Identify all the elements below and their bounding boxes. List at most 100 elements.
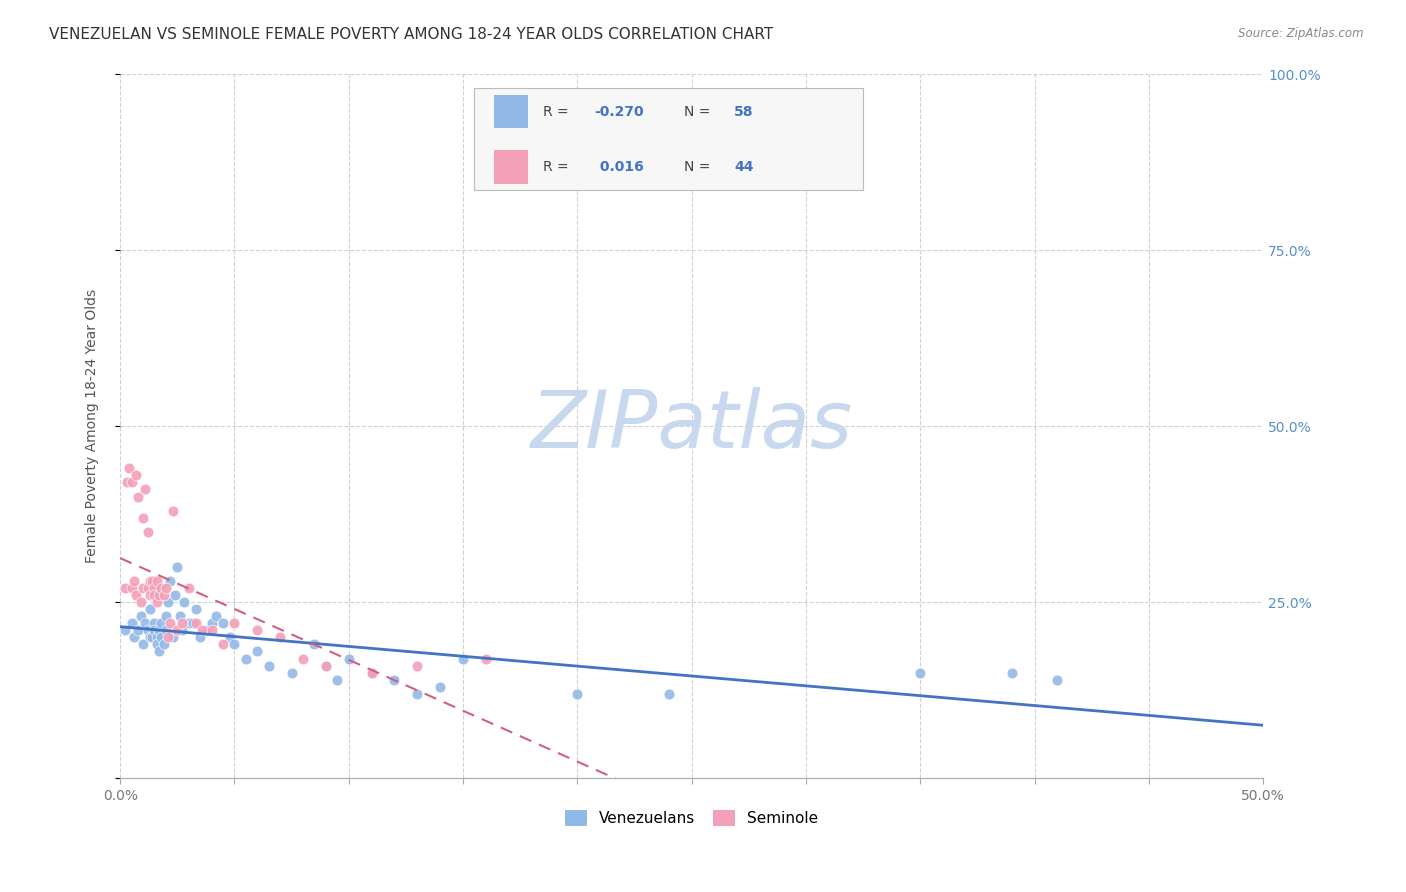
Point [145,631,167,645]
Text: 58: 58 [734,104,754,119]
Point [166,624,188,638]
Text: Source: ZipAtlas.com: Source: ZipAtlas.com [1239,27,1364,40]
Point [155,581,177,595]
Point [360,665,382,680]
Point [148,644,170,658]
Point [212,637,235,651]
Point [166,560,188,574]
Point [121,616,143,631]
Point [132,581,155,595]
Point [143,581,166,595]
Point [170,616,193,631]
Text: 44: 44 [734,160,754,174]
Point [125,468,148,483]
Point [910,665,932,680]
Text: ZIPatlas: ZIPatlas [530,387,852,465]
Point [141,574,163,588]
Point [212,616,235,631]
Point [162,503,184,517]
Point [169,609,191,624]
Point [127,624,149,638]
Point [148,588,170,602]
Point [184,616,207,631]
Point [145,595,167,609]
Point [205,609,228,624]
Point [129,609,152,624]
Point [132,637,155,651]
Point [159,574,181,588]
Point [326,673,349,687]
Bar [494,95,529,128]
Point [139,602,162,616]
Point [429,680,451,694]
Point [145,637,167,651]
Point [114,581,136,595]
Point [143,616,166,631]
Point [384,673,406,687]
Point [121,581,143,595]
Point [173,595,195,609]
Point [188,631,211,645]
Point [139,631,162,645]
Point [150,631,173,645]
Point [150,616,173,631]
Point [406,658,429,673]
Text: N =: N = [683,160,714,174]
Point [127,490,149,504]
Point [269,631,291,645]
Text: R =: R = [543,160,574,174]
Point [315,658,337,673]
Point [224,616,246,631]
Text: 0.016: 0.016 [595,160,644,174]
Point [163,588,186,602]
Point [406,687,429,701]
Point [121,475,143,490]
Point [148,624,170,638]
Point [200,616,222,631]
Point [304,637,326,651]
Point [337,651,360,665]
Text: -0.270: -0.270 [595,104,644,119]
Point [136,524,159,539]
Point [170,624,193,638]
Point [1001,665,1024,680]
Point [132,510,155,524]
Point [257,658,280,673]
Point [246,624,269,638]
Point [122,631,145,645]
Point [155,624,177,638]
Point [162,631,184,645]
Point [155,609,177,624]
Point [224,637,246,651]
Point [159,616,181,631]
Point [181,616,204,631]
Point [292,651,315,665]
Point [195,624,218,638]
Point [567,687,589,701]
Point [177,616,200,631]
Point [139,588,162,602]
Point [157,595,180,609]
Point [134,616,156,631]
Point [152,637,174,651]
Point [114,624,136,638]
Point [246,644,269,658]
Point [115,475,138,490]
Bar [494,150,529,184]
Point [136,581,159,595]
Point [315,658,337,673]
Point [451,651,474,665]
Point [118,461,141,475]
Point [235,651,257,665]
Point [134,483,156,497]
Point [475,651,498,665]
Y-axis label: Female Poverty Among 18-24 Year Olds: Female Poverty Among 18-24 Year Olds [86,289,100,563]
Point [200,624,222,638]
Text: VENEZUELAN VS SEMINOLE FEMALE POVERTY AMONG 18-24 YEAR OLDS CORRELATION CHART: VENEZUELAN VS SEMINOLE FEMALE POVERTY AM… [49,27,773,42]
Point [122,574,145,588]
Point [145,574,167,588]
Point [136,624,159,638]
Point [218,631,240,645]
Point [152,588,174,602]
Point [150,581,173,595]
